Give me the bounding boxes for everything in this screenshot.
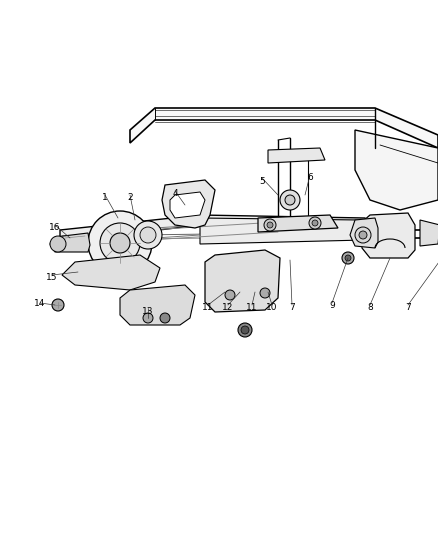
Circle shape xyxy=(110,233,130,253)
Circle shape xyxy=(241,326,249,334)
Text: 5: 5 xyxy=(259,176,265,185)
Polygon shape xyxy=(62,255,160,290)
Text: 10: 10 xyxy=(266,303,278,312)
Text: 6: 6 xyxy=(307,174,313,182)
Text: 14: 14 xyxy=(34,298,46,308)
Circle shape xyxy=(264,219,276,231)
Polygon shape xyxy=(362,213,415,258)
Polygon shape xyxy=(200,218,365,244)
Circle shape xyxy=(134,221,162,249)
Circle shape xyxy=(345,255,351,261)
Text: 8: 8 xyxy=(367,303,373,312)
Polygon shape xyxy=(355,130,438,210)
Text: 2: 2 xyxy=(127,193,133,203)
Circle shape xyxy=(52,299,64,311)
Circle shape xyxy=(260,288,270,298)
Circle shape xyxy=(238,323,252,337)
Circle shape xyxy=(309,217,321,229)
Circle shape xyxy=(280,190,300,210)
Text: 12: 12 xyxy=(223,303,234,312)
Polygon shape xyxy=(420,220,438,246)
Circle shape xyxy=(355,227,371,243)
Text: 7: 7 xyxy=(405,303,411,312)
Polygon shape xyxy=(258,215,338,232)
Text: 9: 9 xyxy=(329,302,335,311)
Text: 16: 16 xyxy=(49,223,61,232)
Circle shape xyxy=(100,223,140,263)
Circle shape xyxy=(225,290,235,300)
Polygon shape xyxy=(60,215,370,242)
Text: 15: 15 xyxy=(46,273,58,282)
Polygon shape xyxy=(268,148,325,163)
Circle shape xyxy=(140,227,156,243)
Circle shape xyxy=(342,252,354,264)
Text: 11: 11 xyxy=(202,303,214,312)
Circle shape xyxy=(285,195,295,205)
Circle shape xyxy=(267,222,273,228)
Circle shape xyxy=(160,313,170,323)
Text: 7: 7 xyxy=(289,303,295,312)
Text: 1: 1 xyxy=(102,193,108,203)
Polygon shape xyxy=(50,233,90,252)
Polygon shape xyxy=(130,108,438,148)
Polygon shape xyxy=(162,180,215,228)
Circle shape xyxy=(359,231,367,239)
Text: 11: 11 xyxy=(246,303,258,312)
Text: 13: 13 xyxy=(142,308,154,317)
Circle shape xyxy=(312,220,318,226)
Polygon shape xyxy=(170,192,205,218)
Polygon shape xyxy=(205,250,280,312)
Polygon shape xyxy=(120,285,195,325)
Circle shape xyxy=(88,211,152,275)
Polygon shape xyxy=(350,218,378,248)
Circle shape xyxy=(143,313,153,323)
Text: 4: 4 xyxy=(172,190,178,198)
Circle shape xyxy=(50,236,66,252)
